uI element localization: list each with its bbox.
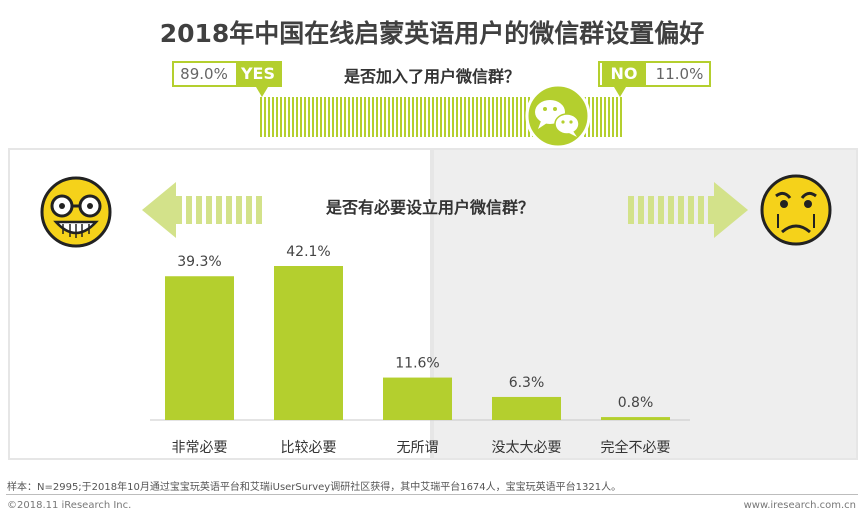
category-label-4: 完全不必要	[601, 439, 671, 456]
category-label-1: 比较必要	[281, 440, 337, 456]
bar-value-label-0: 39.3%	[177, 254, 221, 270]
necessity-bar-chart: 39.3% 非常必要 42.1% 比较必要 11.6% 无所谓 6.3% 没太大必要 0.8% 完…	[150, 244, 690, 456]
happy-nerd-face-icon	[40, 176, 112, 248]
no-vote-box: NO 11.0%	[598, 61, 711, 87]
category-label-3: 没太大必要	[492, 440, 562, 456]
footer-divider	[6, 494, 858, 495]
bar-1	[274, 266, 343, 420]
right-arrow	[628, 182, 748, 238]
bar-value-label-4: 0.8%	[618, 395, 654, 411]
bar-value-label-3: 6.3%	[509, 375, 545, 391]
category-label-2: 无所谓	[397, 440, 439, 456]
yes-percentage: 89.0%	[180, 65, 228, 83]
no-pointer	[614, 87, 626, 97]
category-label-0: 非常必要	[172, 440, 228, 456]
left-arrow	[142, 182, 262, 238]
join-question-label: 是否加入了用户微信群？	[343, 67, 520, 86]
website: www.iresearch.com.cn	[743, 500, 856, 511]
copyright: ©2018.11 iResearch Inc.	[7, 500, 132, 511]
bar-value-label-2: 11.6%	[395, 356, 439, 372]
sad-crying-face-icon	[760, 174, 832, 246]
bar-3	[492, 396, 561, 420]
page-title: 2018年中国在线启蒙英语用户的微信群设置偏好	[159, 19, 705, 48]
yes-vote-box: 89.0% YES	[172, 61, 282, 87]
yes-pointer	[256, 87, 268, 97]
bar-0	[165, 276, 234, 420]
no-percentage: 11.0%	[655, 65, 704, 83]
join-ratio-band	[256, 83, 626, 149]
bar-4	[601, 417, 670, 420]
panel-decorations	[40, 174, 832, 248]
bar-2	[383, 377, 452, 420]
necessity-question-label: 是否有必要设立用户微信群？	[325, 198, 534, 217]
yes-tag: YES	[236, 63, 280, 85]
no-tag: NO	[602, 63, 646, 85]
bar-value-label-1: 42.1%	[286, 244, 330, 260]
sample-source-note: 样本：N=2995;于2018年10月通过宝宝玩英语平台和艾瑞iUserSurv…	[7, 482, 622, 493]
wechat-icon	[525, 83, 591, 149]
